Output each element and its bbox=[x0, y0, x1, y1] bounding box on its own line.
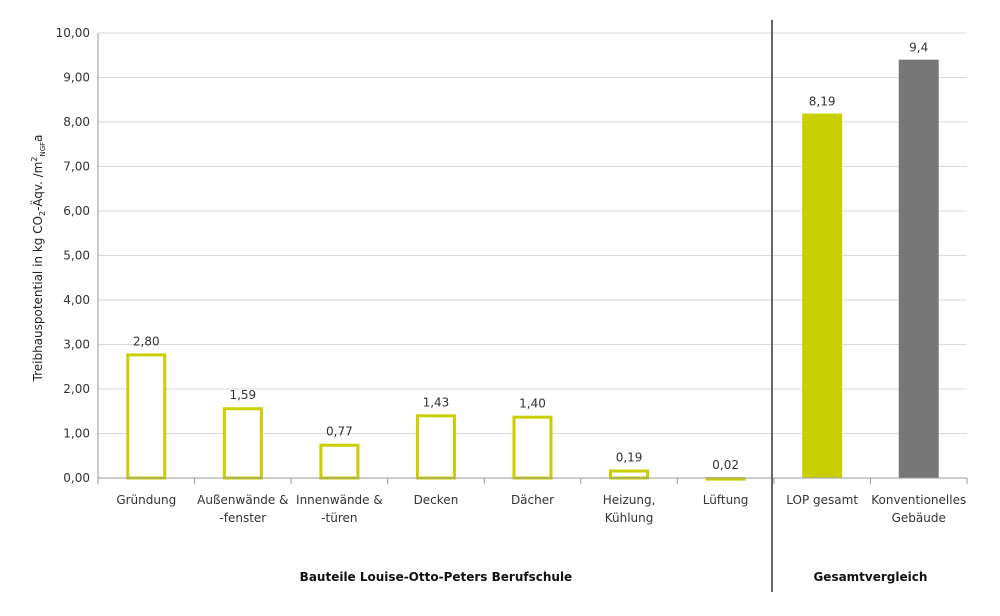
category-label: Dächer bbox=[511, 493, 554, 507]
bar bbox=[319, 443, 360, 480]
category-label-line: Innenwände & bbox=[296, 493, 383, 507]
y-tick-label: 1,00 bbox=[63, 427, 90, 441]
bar bbox=[222, 407, 263, 480]
category-label-line: -fenster bbox=[219, 511, 266, 525]
data-label: 0,19 bbox=[616, 451, 643, 465]
category-label-line: Gebäude bbox=[892, 511, 946, 525]
y-tick-label: 9,00 bbox=[63, 71, 90, 85]
data-label: 0,77 bbox=[326, 425, 353, 439]
category-label: Gründung bbox=[116, 493, 176, 507]
y-axis-label: Treibhauspotential in kg CO2-Äqv. /m2NGF… bbox=[30, 135, 47, 383]
data-label: 1,40 bbox=[519, 397, 546, 411]
y-tick-label: 7,00 bbox=[63, 160, 90, 174]
bar bbox=[802, 113, 843, 479]
category-label-line: Decken bbox=[414, 493, 459, 507]
y-tick-label: 4,00 bbox=[63, 293, 90, 307]
data-label: 1,59 bbox=[229, 388, 256, 402]
category-label-line: Außenwände & bbox=[197, 493, 288, 507]
y-tick-label: 3,00 bbox=[63, 338, 90, 352]
category-label-line: Lüftung bbox=[703, 493, 749, 507]
data-label: 9,4 bbox=[909, 41, 928, 55]
category-label: Innenwände & -türen bbox=[296, 493, 383, 525]
category-label-line: LOP gesamt bbox=[786, 493, 858, 507]
category-label: Außenwände & -fenster bbox=[197, 493, 288, 525]
bar bbox=[609, 469, 650, 480]
y-tick-label: 5,00 bbox=[63, 249, 90, 263]
category-label: Lüftung bbox=[703, 493, 749, 507]
y-tick-label: 6,00 bbox=[63, 204, 90, 218]
category-label: Heizung, Kühlung bbox=[603, 493, 656, 525]
category-label-line: -türen bbox=[321, 511, 357, 525]
group-label: Gesamtvergleich bbox=[813, 570, 927, 584]
y-tick-label: 8,00 bbox=[63, 115, 90, 129]
category-label-line: Dächer bbox=[511, 493, 554, 507]
data-label: 2,80 bbox=[133, 334, 160, 348]
category-label: Decken bbox=[414, 493, 459, 507]
category-label-line: Kühlung bbox=[605, 511, 654, 525]
y-tick-label: 0,00 bbox=[63, 471, 90, 485]
category-label-line: Heizung, bbox=[603, 493, 656, 507]
data-label: 0,02 bbox=[712, 458, 739, 472]
y-tick-label: 10,00 bbox=[56, 26, 90, 40]
bar bbox=[126, 353, 167, 480]
category-label-line: Gründung bbox=[116, 493, 176, 507]
bar bbox=[898, 59, 939, 478]
category-label-line: Konventionelles bbox=[871, 493, 966, 507]
data-label: 8,19 bbox=[809, 95, 836, 109]
y-tick-label: 2,00 bbox=[63, 382, 90, 396]
bar bbox=[415, 414, 456, 480]
category-label: Konventionelles Gebäude bbox=[871, 493, 966, 525]
data-label: 1,43 bbox=[423, 395, 450, 409]
category-label: LOP gesamt bbox=[786, 493, 858, 507]
bar bbox=[705, 477, 746, 481]
group-label: Bauteile Louise-Otto-Peters Berufschule bbox=[300, 570, 573, 584]
bar bbox=[512, 415, 553, 480]
